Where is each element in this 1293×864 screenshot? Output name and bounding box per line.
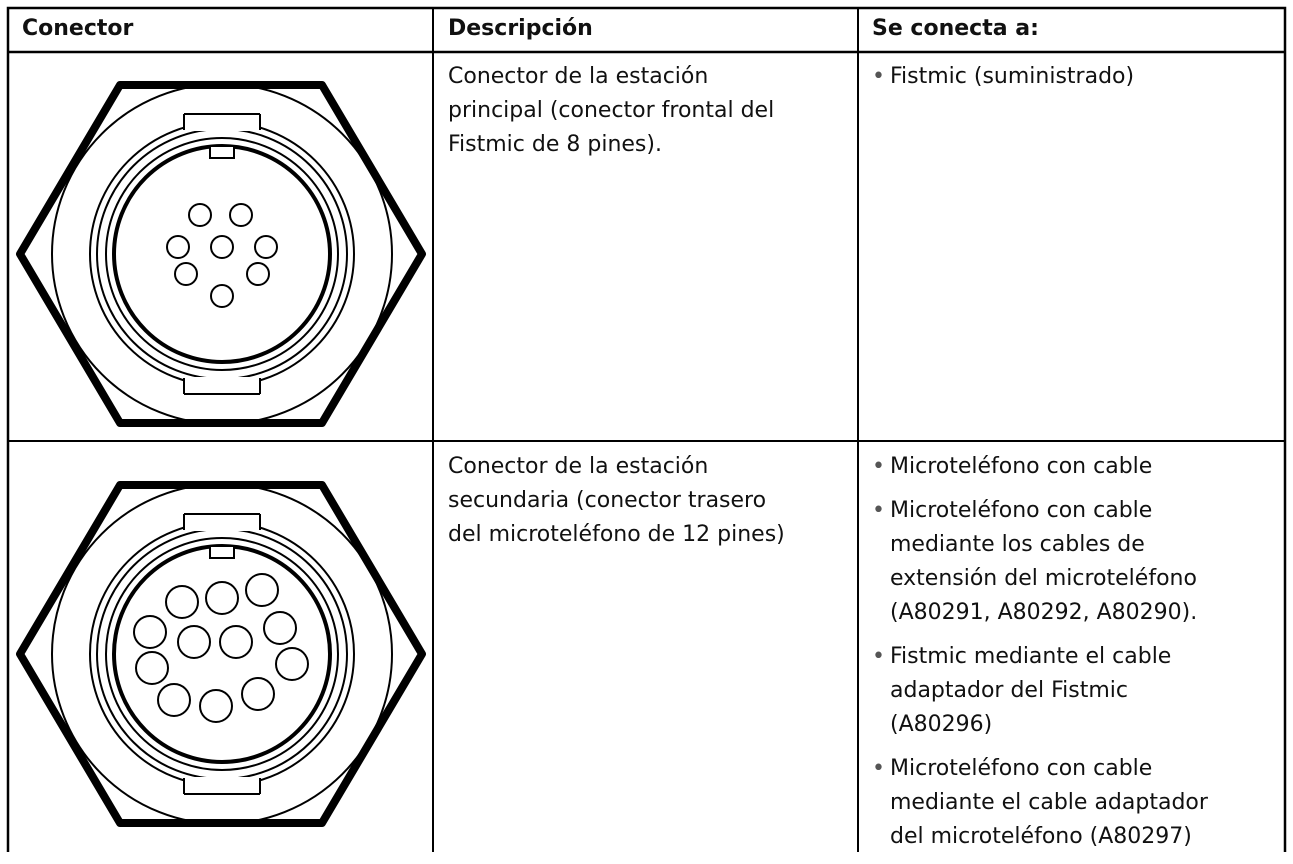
connector-drawing (16, 481, 426, 827)
item-line: mediante los cables de (890, 532, 1145, 557)
list-item: Fistmic (suministrado) (868, 60, 1134, 94)
item-line: del microteléfono (A80297) (890, 824, 1192, 849)
connector-drawing (16, 81, 426, 427)
item-line: extensión del microteléfono (890, 566, 1197, 591)
description-line: Conector de la estación (448, 64, 709, 89)
list-item: Microteléfono con cable mediante el cable… (868, 752, 1208, 854)
connects-list: Microteléfono con cableMicroteléfono con… (868, 450, 1208, 864)
list-item: Microteléfono con cable (868, 450, 1208, 484)
description-line: del microteléfono de 12 pines) (448, 522, 785, 547)
list-item: Fistmic mediante el cable adaptador del F… (868, 640, 1208, 742)
header-cell: Descripción (448, 16, 593, 41)
item-line: Microteléfono con cable (890, 756, 1153, 781)
connects-list: Fistmic (suministrado) (868, 60, 1134, 104)
item-line: mediante el cable adaptador (890, 790, 1208, 815)
item-line: Fistmic (suministrado) (890, 64, 1135, 89)
item-line: adaptador del Fistmic (890, 678, 1128, 703)
item-line: (A80291, A80292, A80290). (890, 600, 1198, 625)
description-line: secundaria (conector trasero (448, 488, 767, 513)
description-line: Fistmic de 8 pines). (448, 132, 662, 157)
item-line: Fistmic mediante el cable (890, 644, 1172, 669)
description-line: Conector de la estación (448, 454, 709, 479)
list-item: Microteléfono con cable mediante los cabl… (868, 494, 1208, 630)
item-line: Microteléfono con cable (890, 454, 1153, 479)
description: Conector de la estación principal (conect… (448, 60, 774, 162)
header-cell: Conector (22, 16, 134, 41)
header-cell: Se conecta a: (872, 16, 1039, 41)
item-line: Microteléfono con cable (890, 498, 1153, 523)
item-line: (A80296) (890, 712, 993, 737)
description-line: principal (conector frontal del (448, 98, 775, 123)
description: Conector de la estación secundaria (conec… (448, 450, 785, 552)
